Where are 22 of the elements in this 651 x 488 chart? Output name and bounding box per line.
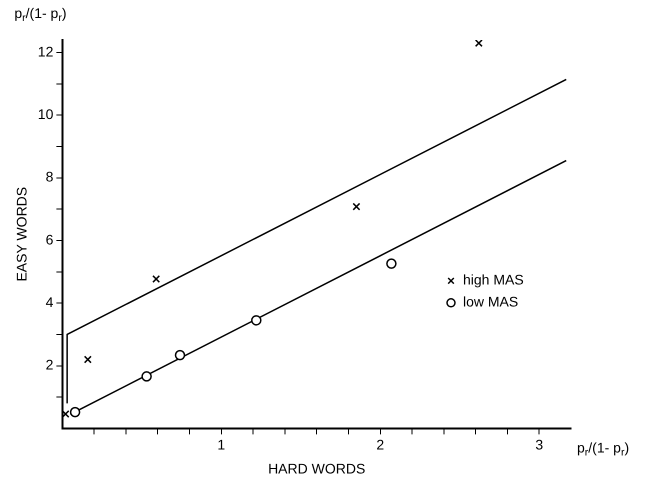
y-axis-title: EASY WORDS (13, 186, 30, 282)
point (84, 356, 92, 364)
point (70, 406, 80, 418)
y-tick-label: 2 (46, 356, 54, 373)
y-tick-label: 12 (38, 43, 54, 60)
y-tick-label: 8 (46, 168, 54, 185)
point (251, 315, 262, 326)
point (474, 40, 483, 48)
legend-label: high MAS (463, 272, 524, 288)
x-tick-label: 2 (376, 436, 384, 453)
point (352, 202, 360, 211)
legend-label: low MAS (463, 294, 518, 310)
y-tick-label: 6 (46, 231, 54, 248)
x-tick-label: 1 (217, 436, 226, 453)
x-axis-title: HARD WORDS (268, 460, 366, 476)
point (386, 258, 397, 269)
point (152, 275, 160, 283)
point (141, 371, 152, 382)
y-tick-label: 10 (38, 106, 54, 122)
y-tick-label: 4 (46, 294, 54, 310)
point (174, 350, 186, 360)
x-tick-label: 3 (535, 436, 544, 453)
